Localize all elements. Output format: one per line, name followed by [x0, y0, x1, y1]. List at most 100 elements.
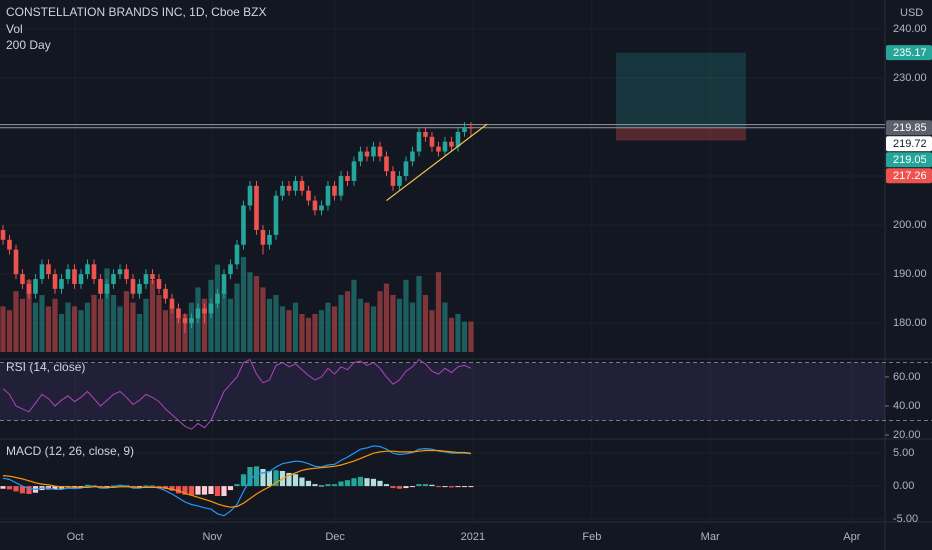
volume-bar [123, 291, 130, 352]
macd-histogram-bar [110, 485, 117, 487]
macd-histogram-bar [299, 477, 305, 487]
volume-bar [71, 306, 78, 352]
rsi-tick-label: 60.00 [893, 371, 921, 383]
volume-bar [130, 302, 136, 352]
volume-bar [390, 295, 396, 352]
candle-body [65, 269, 71, 280]
price-badge-label: 217.26 [893, 170, 927, 182]
candle-body [182, 318, 188, 324]
volume-bar [156, 295, 162, 352]
volume-bar [58, 314, 65, 352]
candle-body [260, 230, 266, 245]
macd-histogram-bar [240, 474, 247, 487]
price-badge [886, 168, 932, 184]
macd-histogram-bar [416, 484, 422, 487]
candle-body [111, 274, 116, 284]
macd-histogram-bar [208, 486, 214, 495]
macd-histogram-bar [429, 484, 435, 487]
candle-body [72, 269, 77, 284]
candle-body [150, 274, 155, 280]
candle-body [455, 131, 461, 147]
macd-histogram-bar [182, 486, 188, 495]
macd-histogram-bar [234, 484, 240, 487]
volume-bar [104, 268, 110, 352]
volume-bar [416, 276, 422, 352]
volume-bar [318, 310, 325, 352]
candle-body [332, 185, 337, 196]
candle-body [130, 279, 136, 294]
volume-bar [117, 306, 123, 352]
macd-histogram-bar [286, 472, 292, 487]
candle-body [169, 298, 175, 309]
volume-bar [182, 314, 188, 352]
volume-bar [32, 302, 39, 352]
candle-body [384, 156, 389, 172]
volume-bar [448, 317, 455, 352]
candle-body [104, 283, 110, 294]
candle-body [241, 205, 246, 245]
macd-histogram-bar [143, 485, 149, 487]
candle-body [442, 141, 448, 152]
macd-histogram-bar [390, 486, 396, 489]
candle-body [39, 264, 45, 280]
macd-histogram-bar [201, 486, 208, 495]
volume-bar [65, 302, 71, 352]
volume-bar [299, 314, 305, 352]
macd-histogram-bar [0, 486, 6, 489]
volume-bar [169, 306, 175, 352]
y-tick-label: 180.00 [893, 317, 927, 329]
macd-histogram-bar [58, 486, 65, 489]
volume-bar [201, 298, 208, 352]
rsi-tick-label: 40.00 [893, 400, 921, 412]
macd-tick-label: -5.00 [893, 513, 918, 525]
candle-body [462, 127, 467, 132]
candle-body [306, 190, 311, 201]
volume-bar [409, 302, 416, 352]
candle-body [143, 274, 149, 284]
candle-body [299, 180, 305, 191]
macd-histogram-bar [435, 486, 442, 488]
candle-body [423, 131, 428, 137]
candle-body [338, 176, 344, 196]
macd-histogram-bar [253, 466, 260, 487]
candle-body [221, 274, 227, 294]
macd-histogram-bar [292, 474, 299, 487]
volume-bar [26, 279, 32, 352]
macd-histogram-bar [403, 486, 409, 489]
candle-body [0, 230, 6, 240]
chart-title: CONSTELLATION BRANDS INC, 1D, Cboe BZX [6, 5, 267, 19]
candle-body [397, 176, 402, 186]
volume-bar [286, 310, 292, 352]
signal-line [2, 449, 472, 508]
price-badge [886, 45, 932, 61]
candle-body [215, 293, 220, 304]
price-badge [886, 120, 932, 136]
macd-histogram-bar [162, 486, 169, 489]
volume-bar [240, 257, 247, 352]
macd-histogram-bar [461, 486, 468, 488]
x-tick-label: Oct [67, 531, 84, 543]
candle-body [429, 136, 435, 147]
candle-body [33, 279, 38, 294]
macd-histogram-bar [78, 486, 84, 488]
trendline [386, 123, 488, 202]
candle-body [410, 151, 415, 162]
volume-bar [149, 279, 156, 352]
candle-body [13, 249, 19, 275]
volume-bar [305, 317, 312, 352]
volume-bar [357, 298, 364, 352]
candle-body [436, 146, 441, 152]
price-badge-label: 219.05 [893, 154, 927, 166]
macd-histogram-bar [442, 486, 448, 488]
candle-body [468, 127, 474, 129]
volume-bar [175, 317, 182, 352]
volume-bar [377, 291, 383, 352]
macd-histogram-bar [84, 484, 91, 487]
macd-histogram-bar [175, 486, 182, 494]
macd-histogram-bar [455, 486, 461, 488]
candle-body [195, 308, 201, 319]
volume-bar [52, 298, 58, 352]
volume-bar [312, 314, 318, 352]
price-badge-label: 235.17 [893, 47, 927, 59]
volume-bar [461, 321, 468, 352]
